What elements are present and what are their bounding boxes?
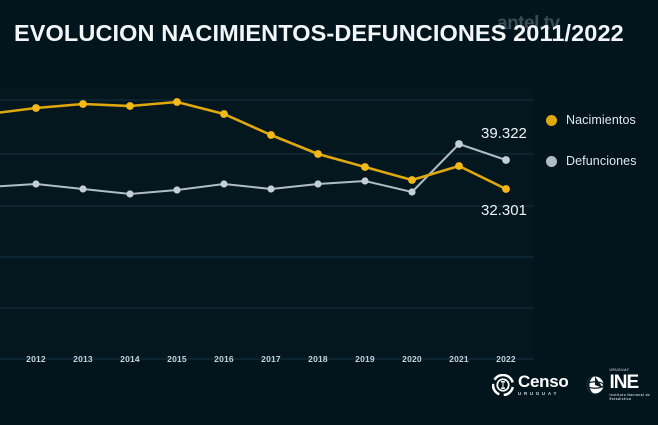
ine-globe-icon <box>586 376 605 394</box>
gridlines <box>0 99 534 360</box>
legend-dot-icon-defunciones <box>546 155 557 167</box>
x-axis: 2012 2013 2014 2015 2016 2017 2018 2019 … <box>0 352 534 372</box>
legend-label-defunciones: Defunciones <box>566 154 637 168</box>
data-label-defunciones: 39.322 <box>481 125 527 142</box>
data-point <box>455 140 463 148</box>
data-label-nacimientos: 32.301 <box>481 202 527 219</box>
legend-item-nacimientos[interactable]: Nacimientos <box>546 105 654 135</box>
data-point <box>126 102 134 110</box>
x-tick-2018: 2018 <box>308 354 328 364</box>
data-point <box>314 180 322 188</box>
data-point <box>455 162 463 170</box>
data-point <box>314 150 322 158</box>
legend-item-defunciones[interactable]: Defunciones <box>546 146 654 176</box>
ine-logo-name: INE <box>609 372 639 394</box>
data-point <box>267 185 275 193</box>
x-tick-2014: 2014 <box>120 354 140 364</box>
chart-legend: Nacimientos Defunciones <box>546 105 654 187</box>
x-tick-2020: 2020 <box>402 354 422 364</box>
x-tick-2015: 2015 <box>167 354 187 364</box>
data-point <box>502 185 510 193</box>
x-tick-2017: 2017 <box>261 354 281 364</box>
censo-logo-name: Censo <box>518 372 569 392</box>
series-defunciones <box>0 140 510 198</box>
x-tick-2016: 2016 <box>214 354 234 364</box>
footer-logos: Censo URUGUAY URUGUAY INE Instituto Naci… <box>492 368 658 401</box>
data-point <box>408 176 416 184</box>
plot-background <box>0 88 534 360</box>
x-tick-2021: 2021 <box>449 354 469 364</box>
legend-label-nacimientos: Nacimientos <box>566 113 636 127</box>
legend-dot-icon-nacimientos <box>546 114 557 126</box>
censo-uruguay-logo: Censo URUGUAY <box>492 372 569 397</box>
data-point <box>79 100 87 108</box>
x-tick-2022: 2022 <box>496 354 516 364</box>
data-point <box>361 177 369 185</box>
data-point <box>32 180 40 188</box>
series-nacimientos <box>0 98 510 193</box>
data-point <box>126 190 134 198</box>
data-point <box>502 156 510 164</box>
x-tick-2013: 2013 <box>73 354 93 364</box>
page-title: EVOLUCION NACIMIENTOS-DEFUNCIONES 2011/2… <box>14 20 624 46</box>
data-point <box>267 131 275 139</box>
censo-gear-icon <box>492 374 514 396</box>
data-point <box>79 185 87 193</box>
data-point <box>173 186 181 194</box>
x-tick-2012: 2012 <box>26 354 46 364</box>
ine-logo: URUGUAY INE Instituto Nacional de Estadi… <box>585 368 658 401</box>
data-point <box>220 110 228 118</box>
ine-logo-top: URUGUAY <box>609 368 630 373</box>
line-chart-plot <box>0 88 534 360</box>
x-tick-2019: 2019 <box>355 354 375 364</box>
ine-logo-subtitle: Instituto Nacional de Estadistica <box>609 393 651 401</box>
data-point <box>361 163 369 171</box>
censo-logo-subtitle: URUGUAY <box>518 391 560 397</box>
data-point <box>220 180 228 188</box>
data-point <box>408 188 416 196</box>
data-point <box>173 98 181 106</box>
data-point <box>32 104 40 112</box>
